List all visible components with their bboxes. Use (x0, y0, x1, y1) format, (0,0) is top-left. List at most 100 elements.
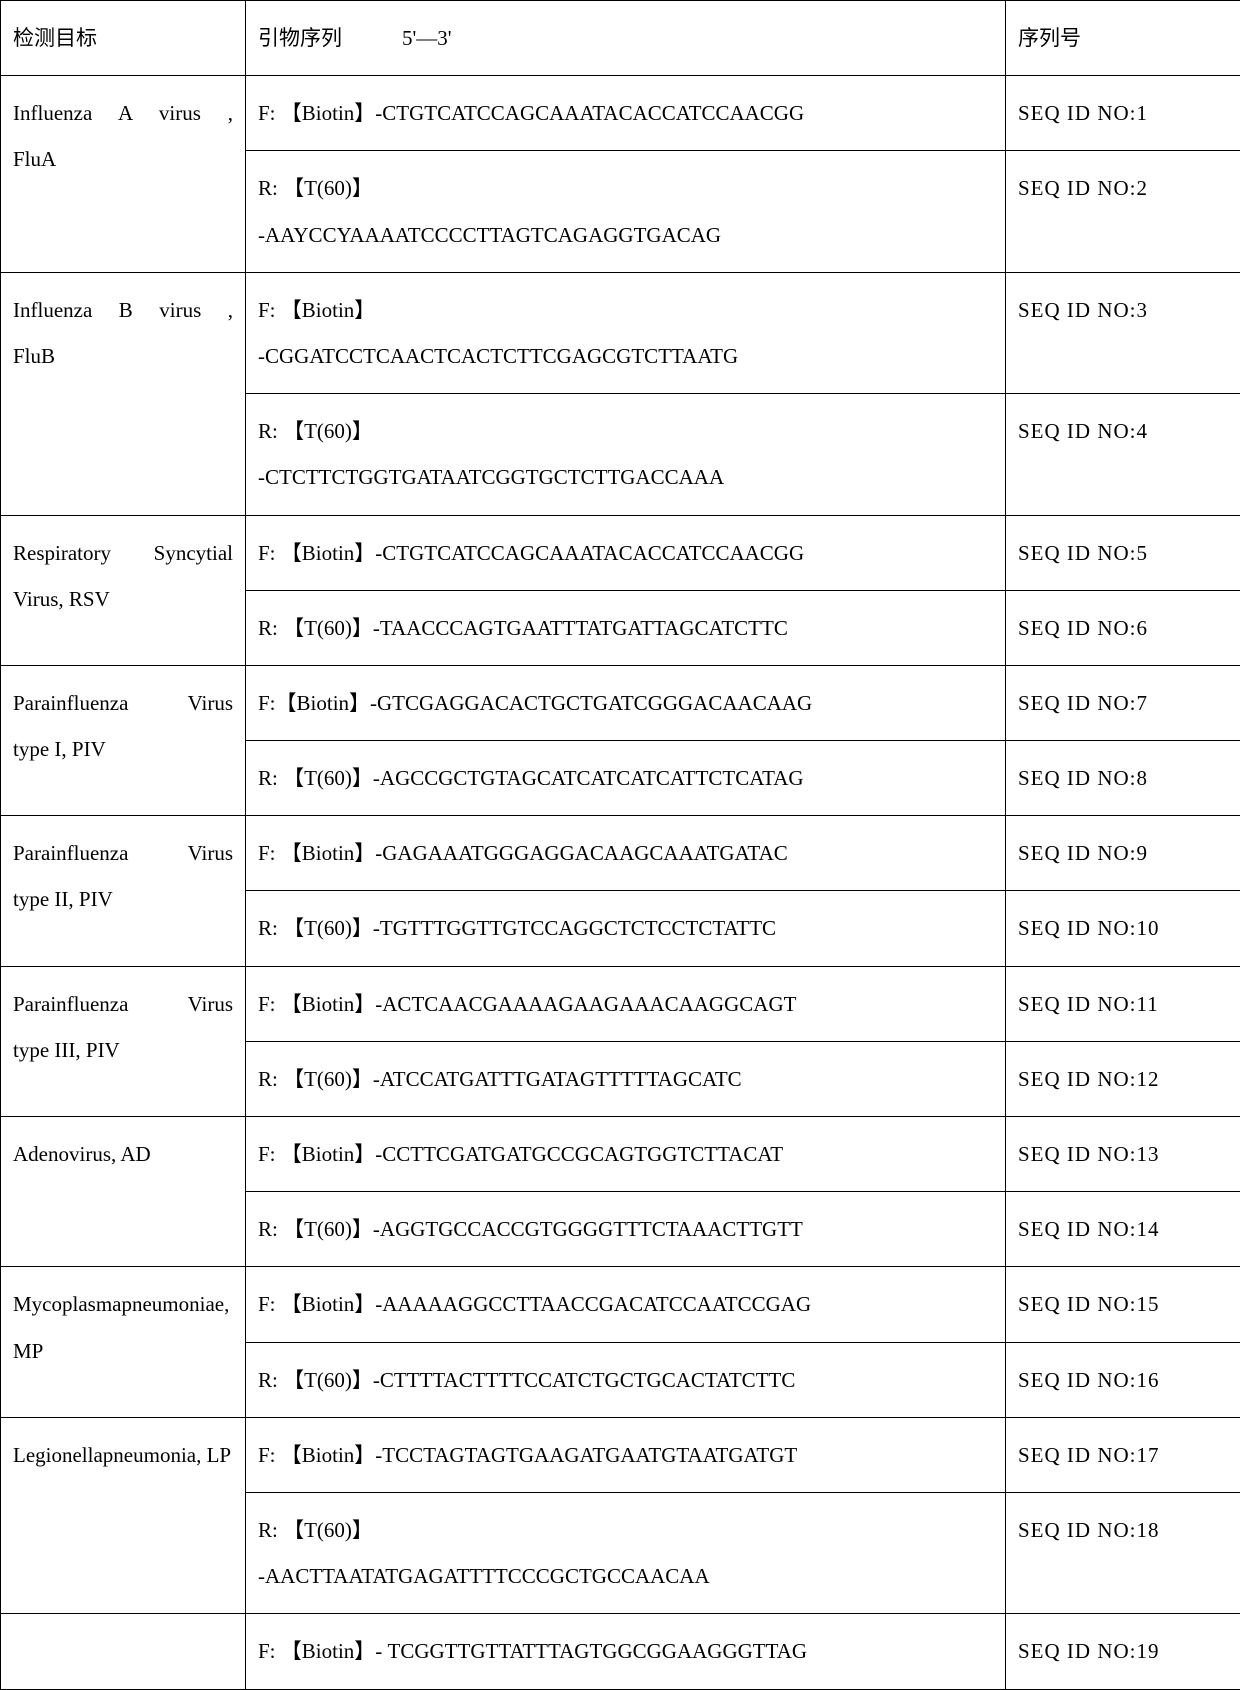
seq-id-cell: SEQ ID NO:17 (1006, 1417, 1240, 1492)
seq-id-cell: SEQ ID NO:11 (1006, 966, 1240, 1041)
primer-cell: F: 【Biotin】-GAGAAATGGGAGGACAAGCAAATGATAC (246, 816, 1006, 891)
primer-sequence-text: R: 【T(60)】 (258, 176, 373, 200)
target-cell: Respiratory SyncytialVirus, RSV (1, 515, 246, 665)
primer-sequence-text: R: 【T(60)】-TGTTTGGTTGTCCAGGCTCTCCTCTATTC (258, 916, 776, 940)
primer-cell: R: 【T(60)】-TAACCCAGTGAATTTATGATTAGCATCTT… (246, 590, 1006, 665)
table-row: Parainfluenza Virustype III, PIVF: 【Biot… (1, 966, 1240, 1041)
seq-id-cell: SEQ ID NO:8 (1006, 741, 1240, 816)
primer-sequence-text: R: 【T(60)】 (258, 1518, 373, 1542)
primer-cell: F: 【Biotin】-CTGTCATCCAGCAAATACACCATCCAAC… (246, 515, 1006, 590)
target-text-line: Influenza B virus , (13, 287, 233, 333)
target-cell: Parainfluenza Virustype III, PIV (1, 966, 246, 1116)
seq-id-cell: SEQ ID NO:14 (1006, 1192, 1240, 1267)
seq-id-cell: SEQ ID NO:19 (1006, 1614, 1240, 1689)
seq-id-cell: SEQ ID NO:18 (1006, 1492, 1240, 1613)
seq-id-cell: SEQ ID NO:5 (1006, 515, 1240, 590)
table-row: Legionellapneumonia, LP F: 【Biotin】-TCCTA… (1, 1417, 1240, 1492)
primer-cell: R: 【T(60)】-AGCCGCTGTAGCATCATCATCATTCTCAT… (246, 741, 1006, 816)
table-row: Influenza A virus ,FluAF: 【Biotin】-CTGTC… (1, 76, 1240, 151)
target-text-line: type I, PIV (13, 726, 233, 772)
table-row: Mycoplasmapneumoniae, MPF: 【Biotin】-AAAA… (1, 1267, 1240, 1342)
primer-sequence-text: R: 【T(60)】-CTTTTACTTTTCCATCTGCTGCACTATCT… (258, 1368, 795, 1392)
target-text-line: Virus, RSV (13, 576, 233, 622)
primer-cell: R: 【T(60)】 -AAYCCYAAAATCCCCTTAGTCAGAGGTGA… (246, 151, 1006, 272)
header-seqid: 序列号 (1006, 1, 1240, 76)
primer-sequence-text: F: 【Biotin】-TCCTAGTAGTGAAGATGAATGTAATGAT… (258, 1443, 797, 1467)
table-row: Adenovirus, AD F: 【Biotin】-CCTTCGATGATGCC… (1, 1117, 1240, 1192)
header-target: 检测目标 (1, 1, 246, 76)
target-text-line: Mycoplasma (13, 1292, 121, 1316)
primer-sequence-text: F: 【Biotin】-CCTTCGATGATGCCGCAGTGGTCTTACA… (258, 1142, 783, 1166)
seq-id-cell: SEQ ID NO:15 (1006, 1267, 1240, 1342)
primer-cell: R: 【T(60)】 -CTCTTCTGGTGATAATCGGTGCTCTTGAC… (246, 394, 1006, 515)
primer-sequence-text: -CGGATCCTCAACTCACTCTTCGAGCGTCTTAATG (258, 344, 738, 368)
seq-id-cell: SEQ ID NO:4 (1006, 394, 1240, 515)
target-text-line: type II, PIV (13, 876, 233, 922)
table-row: Parainfluenza Virustype II, PIVF: 【Bioti… (1, 816, 1240, 891)
header-primer-label-zh: 引物序列 (258, 26, 342, 50)
target-text-line: Parainfluenza Virus (13, 830, 233, 876)
seq-id-cell: SEQ ID NO:10 (1006, 891, 1240, 966)
primer-cell: R: 【T(60)】-CTTTTACTTTTCCATCTGCTGCACTATCT… (246, 1342, 1006, 1417)
primer-sequence-text: R: 【T(60)】-AGCCGCTGTAGCATCATCATCATTCTCAT… (258, 766, 804, 790)
primer-sequence-text: F:【Biotin】-GTCGAGGACACTGCTGATCGGGACAACAA… (258, 691, 812, 715)
primer-sequence-text: F: 【Biotin】-GAGAAATGGGAGGACAAGCAAATGATAC (258, 841, 788, 865)
primer-cell: R: 【T(60)】-ATCCATGATTTGATAGTTTTTAGCATC (246, 1041, 1006, 1116)
primer-cell: F: 【Biotin】-ACTCAACGAAAAGAAGAAACAAGGCAGT (246, 966, 1006, 1041)
target-text-line: Parainfluenza Virus (13, 981, 233, 1027)
target-text-line: type III, PIV (13, 1027, 233, 1073)
target-text-line: Legionella (13, 1443, 103, 1467)
target-text-line: FluA (13, 136, 233, 182)
primer-cell: F: 【Biotin】-CTGTCATCCAGCAAATACACCATCCAAC… (246, 76, 1006, 151)
seq-id-cell: SEQ ID NO:6 (1006, 590, 1240, 665)
primer-cell: F: 【Biotin】-CCTTCGATGATGCCGCAGTGGTCTTACA… (246, 1117, 1006, 1192)
table-header-row: 检测目标 引物序列 5'—3' 序列号 (1, 1, 1240, 76)
primer-sequence-text: R: 【T(60)】-TAACCCAGTGAATTTATGATTAGCATCTT… (258, 616, 788, 640)
target-cell: Legionellapneumonia, LP (1, 1417, 246, 1614)
primer-sequence-text: F: 【Biotin】-CTGTCATCCAGCAAATACACCATCCAAC… (258, 541, 804, 565)
header-primer: 引物序列 5'—3' (246, 1, 1006, 76)
primer-sequence-text: R: 【T(60)】-AGGTGCCACCGTGGGGTTTCTAAACTTGT… (258, 1217, 803, 1241)
target-text-line: pneumonia, LP (103, 1443, 231, 1467)
primer-cell: F: 【Biotin】 -CGGATCCTCAACTCACTCTTCGAGCGTC… (246, 272, 1006, 393)
target-text-line: Influenza A virus , (13, 90, 233, 136)
table-row: Parainfluenza Virustype I, PIVF:【Biotin】… (1, 665, 1240, 740)
seq-id-cell: SEQ ID NO:12 (1006, 1041, 1240, 1116)
target-cell: Parainfluenza Virustype II, PIV (1, 816, 246, 966)
primer-sequence-text: R: 【T(60)】-ATCCATGATTTGATAGTTTTTAGCATC (258, 1067, 742, 1091)
table-row: Influenza B virus ,FluB F: 【Biotin】 -CGGAT… (1, 272, 1240, 393)
primer-sequence-text: -AAYCCYAAAATCCCCTTAGTCAGAGGTGACAG (258, 223, 721, 247)
target-cell: Mycoplasmapneumoniae, MP (1, 1267, 246, 1417)
primer-cell: F: 【Biotin】- TCGGTTGTTATTTAGTGGCGGAAGGGT… (246, 1614, 1006, 1689)
seq-id-cell: SEQ ID NO:16 (1006, 1342, 1240, 1417)
primer-cell: R: 【T(60)】-AGGTGCCACCGTGGGGTTTCTAAACTTGT… (246, 1192, 1006, 1267)
primer-sequence-text: F: 【Biotin】-CTGTCATCCAGCAAATACACCATCCAAC… (258, 101, 804, 125)
primer-sequence-text: R: 【T(60)】 (258, 419, 373, 443)
target-text-line: FluB (13, 333, 233, 379)
seq-id-cell: SEQ ID NO:2 (1006, 151, 1240, 272)
header-primer-label-dir: 5'—3' (402, 26, 452, 50)
primer-sequence-table: 检测目标 引物序列5'—3' 序列号 Influenza A virus ,Fl… (0, 0, 1240, 1690)
primer-cell: F: 【Biotin】-TCCTAGTAGTGAAGATGAATGTAATGAT… (246, 1417, 1006, 1492)
primer-cell: R: 【T(60)】-AACTTAATATGAGATTTTCCCGCTGCCAA… (246, 1492, 1006, 1613)
seq-id-cell: SEQ ID NO:7 (1006, 665, 1240, 740)
seq-id-cell: SEQ ID NO:1 (1006, 76, 1240, 151)
table-row: F: 【Biotin】- TCGGTTGTTATTTAGTGGCGGAAGGGT… (1, 1614, 1240, 1689)
primer-cell: F: 【Biotin】-AAAAAGGCCTTAACCGACATCCAATCCG… (246, 1267, 1006, 1342)
target-text-line: Parainfluenza Virus (13, 680, 233, 726)
target-cell: Adenovirus, AD (1, 1117, 246, 1267)
primer-sequence-text: F: 【Biotin】 (258, 298, 375, 322)
target-cell: Influenza B virus ,FluB (1, 272, 246, 515)
target-text-line: Adenovirus, AD (13, 1142, 151, 1166)
target-cell: Parainfluenza Virustype I, PIV (1, 665, 246, 815)
target-cell (1, 1614, 246, 1689)
primer-cell: R: 【T(60)】-TGTTTGGTTGTCCAGGCTCTCCTCTATTC (246, 891, 1006, 966)
primer-sequence-text: F: 【Biotin】-AAAAAGGCCTTAACCGACATCCAATCCG… (258, 1292, 811, 1316)
seq-id-cell: SEQ ID NO:9 (1006, 816, 1240, 891)
primer-sequence-text: F: 【Biotin】- TCGGTTGTTATTTAGTGGCGGAAGGGT… (258, 1639, 807, 1663)
primer-cell: F:【Biotin】-GTCGAGGACACTGCTGATCGGGACAACAA… (246, 665, 1006, 740)
target-text-line: Respiratory Syncytial (13, 530, 233, 576)
primer-sequence-text: -CTCTTCTGGTGATAATCGGTGCTCTTGACCAAA (258, 465, 724, 489)
primer-sequence-text: F: 【Biotin】-ACTCAACGAAAAGAAGAAACAAGGCAGT (258, 992, 796, 1016)
table-row: Respiratory SyncytialVirus, RSVF: 【Bioti… (1, 515, 1240, 590)
